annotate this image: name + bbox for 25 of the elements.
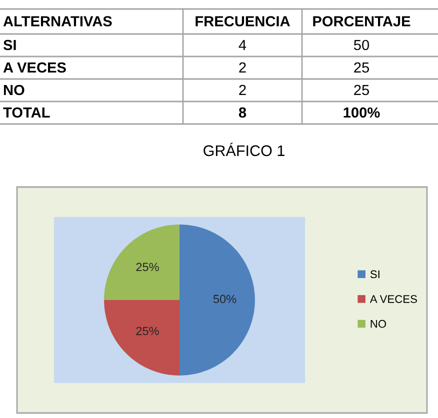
data-label: 4 xyxy=(238,40,246,50)
legend-label: A VECES xyxy=(370,295,417,303)
data-label: 25 xyxy=(354,84,369,96)
category-label: A VECES xyxy=(3,62,66,73)
text: PORCENTAJE xyxy=(313,16,410,26)
legend-label: NO xyxy=(370,320,386,328)
text: ALTERNATIVAS xyxy=(3,16,112,26)
chart-title: GRÁFICO 1 xyxy=(204,142,284,156)
data-label: 100% xyxy=(344,107,380,118)
data-label: 2 xyxy=(239,62,246,73)
data-label: 25% xyxy=(136,326,159,336)
legend-label: SI xyxy=(370,270,380,278)
pie-slice xyxy=(104,224,180,300)
data-label: 25% xyxy=(136,262,159,272)
category-label: NO xyxy=(4,84,24,96)
pie-slice xyxy=(104,300,180,376)
data-label: 50% xyxy=(213,294,236,304)
data-label: 25 xyxy=(354,62,369,73)
category-label: SI xyxy=(3,40,16,50)
pie-slice xyxy=(180,224,255,376)
text: FRECUENCIA xyxy=(196,16,290,26)
data-label: 8 xyxy=(238,107,246,118)
data-label: 50 xyxy=(354,40,370,50)
category-label: TOTAL xyxy=(3,107,50,118)
data-label: 2 xyxy=(239,84,246,96)
